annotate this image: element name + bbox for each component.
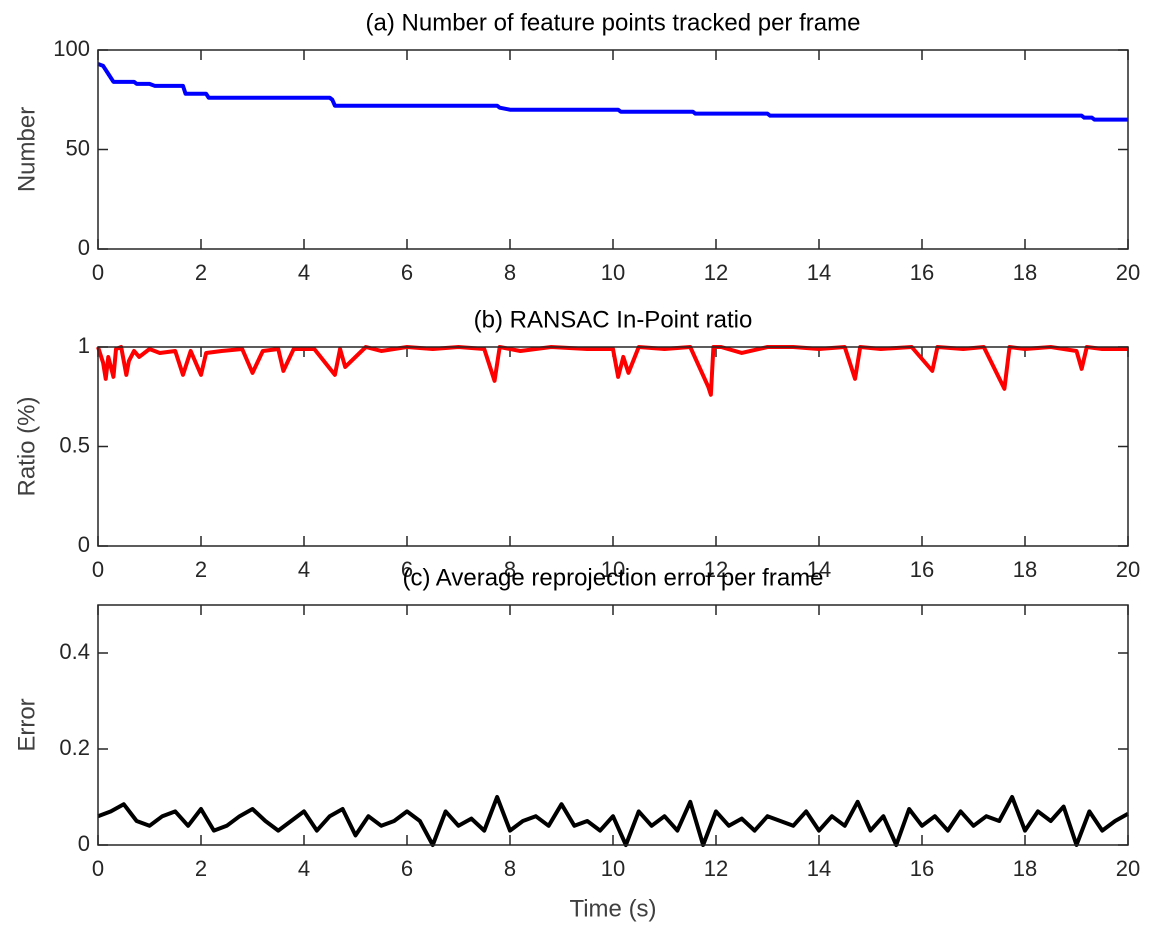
y-tick-label: 0 (78, 235, 90, 260)
x-tick-label: 8 (504, 260, 516, 285)
subplot: 0 2 4 6 8 10 12 14 16 18 20 0 0.5 1 (b) RANSAC In-Poin… (13, 306, 1140, 581)
axes-box (97, 346, 1129, 547)
chart-title: (b) RANSAC In-Point ratio (474, 306, 753, 333)
y-axis-label: Ratio (%) (13, 396, 40, 496)
y-tick-label: 100 (53, 36, 90, 61)
x-tick-label: 14 (807, 260, 831, 285)
subplot: 0 2 4 6 8 10 12 14 16 18 20 0 0.2 0.4 (c) Average repr… (13, 564, 1140, 922)
x-tick-label: 0 (92, 260, 104, 285)
y-axis-label: Error (13, 698, 40, 751)
x-tick-label: 20 (1116, 856, 1140, 881)
x-tick-label: 6 (401, 557, 413, 582)
x-tick-label: 4 (298, 260, 310, 285)
x-tick-label: 18 (1013, 856, 1037, 881)
x-tick-label: 8 (504, 557, 516, 582)
y-tick-label: 0 (78, 532, 90, 557)
axes-box (97, 604, 1129, 846)
x-axis-label: Time (s) (569, 895, 656, 922)
x-tick-label: 14 (807, 856, 831, 881)
x-tick-label: 8 (504, 856, 516, 881)
y-tick-label: 0.5 (59, 432, 90, 457)
x-tick-label: 6 (401, 260, 413, 285)
y-tick-label: 1 (78, 333, 90, 358)
y-tick-label: 0 (78, 831, 90, 856)
x-tick-label: 14 (807, 557, 831, 582)
x-tick-label: 16 (910, 856, 934, 881)
x-tick-label: 18 (1013, 260, 1037, 285)
x-tick-label: 4 (298, 557, 310, 582)
plot-area (98, 605, 1128, 845)
x-tick-label: 12 (704, 557, 728, 582)
x-tick-label: 16 (910, 260, 934, 285)
subplot: 0 2 4 6 8 10 12 14 16 18 20 0 50 100 (a) Number of fea… (13, 9, 1140, 284)
x-tick-label: 10 (601, 260, 625, 285)
x-tick-label: 12 (704, 260, 728, 285)
y-axis-label: Number (13, 107, 40, 192)
x-tick-label: 4 (298, 856, 310, 881)
x-tick-label: 2 (195, 856, 207, 881)
x-tick-label: 0 (92, 557, 104, 582)
y-tick-label: 0.2 (59, 735, 90, 760)
data-line (97, 62, 1128, 122)
x-tick-label: 0 (92, 856, 104, 881)
y-tick-label: 0.4 (59, 639, 90, 664)
x-tick-label: 16 (910, 557, 934, 582)
x-tick-label: 2 (195, 260, 207, 285)
x-tick-label: 18 (1013, 557, 1037, 582)
x-tick-label: 20 (1116, 260, 1140, 285)
plot-area (98, 50, 1128, 249)
x-tick-label: 10 (601, 856, 625, 881)
chart-title: (c) Average reprojection error per frame (402, 564, 823, 591)
x-tick-label: 6 (401, 856, 413, 881)
y-tick-label: 50 (66, 135, 90, 160)
axes-box (97, 49, 1129, 250)
chart-title: (a) Number of feature points tracked per… (366, 9, 861, 36)
x-tick-label: 2 (195, 557, 207, 582)
x-tick-label: 20 (1116, 557, 1140, 582)
x-tick-label: 12 (704, 856, 728, 881)
data-line (97, 795, 1129, 847)
plot-area (98, 347, 1128, 546)
x-tick-label: 10 (601, 557, 625, 582)
